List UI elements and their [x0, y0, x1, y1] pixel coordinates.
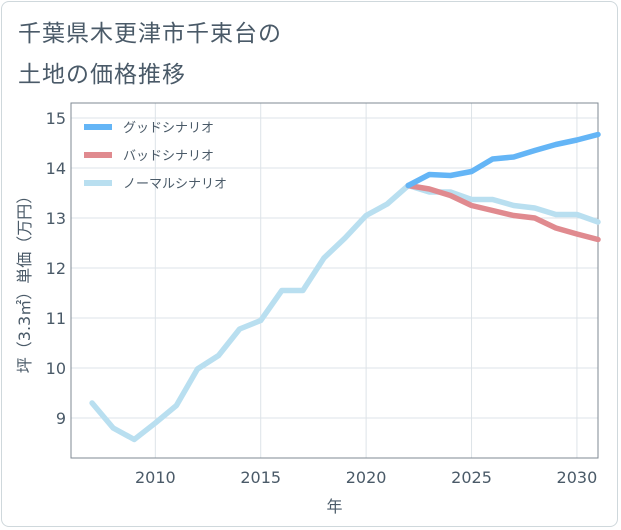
- legend-label-0: グッドシナリオ: [123, 121, 214, 136]
- y-tick-label: 11: [46, 309, 66, 328]
- series-line-1: [405, 182, 601, 243]
- legend-label-1: バッドシナリオ: [123, 149, 214, 164]
- y-tick-label: 15: [46, 109, 66, 128]
- y-tick-label: 12: [46, 259, 66, 278]
- x-tick-label: 2030: [557, 468, 598, 487]
- x-tick-label: 2015: [240, 468, 281, 487]
- chart-title-line2: 土地の価格推移: [18, 62, 186, 88]
- axis-ticks: 2010 2015 2020 2025 2030 9 10 11 12 13 14 15: [46, 109, 598, 487]
- series-line-0: [405, 131, 601, 189]
- y-tick-label: 13: [46, 209, 66, 228]
- series-lines: [89, 131, 601, 443]
- legend-label-2: ノーマルシナリオ: [123, 177, 227, 192]
- series-line-2: [89, 182, 601, 443]
- x-axis-title: 年: [326, 497, 342, 516]
- plot-area-border: [70, 102, 599, 459]
- y-tick-label: 10: [46, 359, 66, 378]
- x-tick-label: 2010: [135, 468, 176, 487]
- x-tick-label: 2020: [346, 468, 387, 487]
- y-tick-label: 14: [46, 159, 66, 178]
- y-axis-title: 坪（3.3㎡）単価（万円）: [15, 188, 34, 373]
- x-tick-label: 2025: [451, 468, 492, 487]
- y-tick-label: 9: [56, 409, 66, 428]
- chart-title-line1: 千葉県木更津市千束台の: [18, 21, 282, 47]
